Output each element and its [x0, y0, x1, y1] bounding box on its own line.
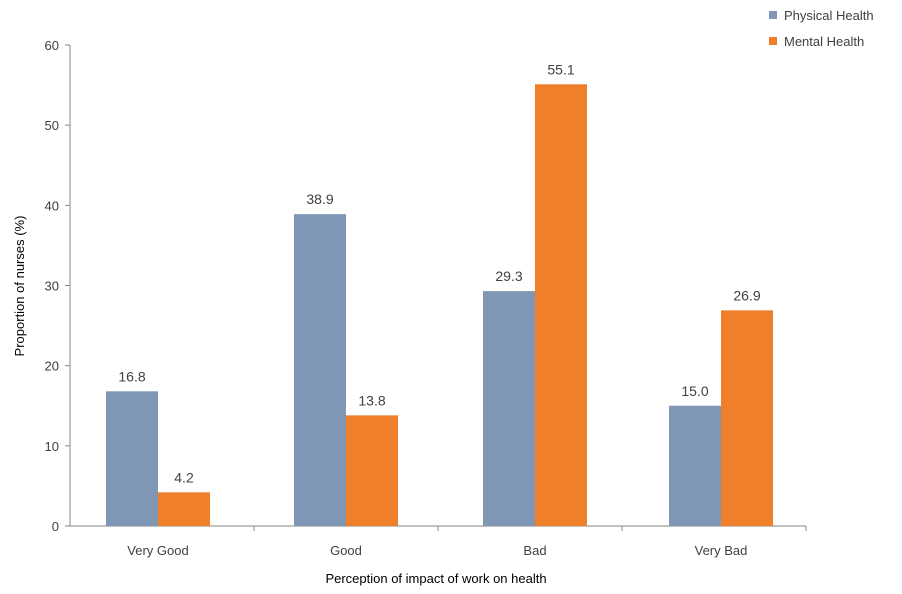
y-axis-title: Proportion of nurses (%): [12, 216, 27, 357]
legend-swatch: [769, 11, 777, 19]
bar-physical-health: [483, 291, 535, 526]
y-tick-label: 60: [45, 38, 59, 53]
bars: 16.8 4.2 38.9 13.8 29.3 55.1 15.0 26.9: [106, 61, 773, 526]
y-tick-label: 20: [45, 359, 59, 374]
bar-physical-health: [669, 405, 721, 526]
data-label: 38.9: [306, 191, 333, 207]
legend: Physical Health Mental Health: [769, 8, 874, 49]
legend-swatch: [769, 37, 777, 45]
y-tick-label: 50: [45, 118, 59, 133]
data-label: 15.0: [681, 383, 708, 399]
legend-label: Mental Health: [784, 34, 864, 49]
y-tick-label: 0: [52, 519, 59, 534]
data-label: 13.8: [358, 392, 385, 408]
y-tick-label: 40: [45, 198, 59, 213]
x-tick-label: Very Good: [127, 543, 188, 558]
data-label: 16.8: [118, 368, 145, 384]
y-tick-label: 10: [45, 439, 59, 454]
x-tick-label: Bad: [523, 543, 546, 558]
axes: 0 10 20 30 40 50 60 Very Good Good Bad Very Bad: [45, 38, 807, 558]
data-label: 55.1: [547, 61, 574, 77]
bar-mental-health: [535, 84, 587, 526]
bar-physical-health: [294, 214, 346, 526]
bar-mental-health: [346, 415, 398, 526]
bar-mental-health: [158, 492, 210, 526]
legend-label: Physical Health: [784, 8, 874, 23]
data-label: 26.9: [733, 287, 760, 303]
bar-mental-health: [721, 310, 773, 526]
x-axis-title: Perception of impact of work on health: [325, 571, 546, 586]
data-label: 29.3: [495, 268, 522, 284]
data-label: 4.2: [174, 469, 194, 485]
x-tick-label: Good: [330, 543, 362, 558]
bar-physical-health: [106, 391, 158, 526]
y-tick-label: 30: [45, 279, 59, 294]
x-tick-label: Very Bad: [695, 543, 748, 558]
